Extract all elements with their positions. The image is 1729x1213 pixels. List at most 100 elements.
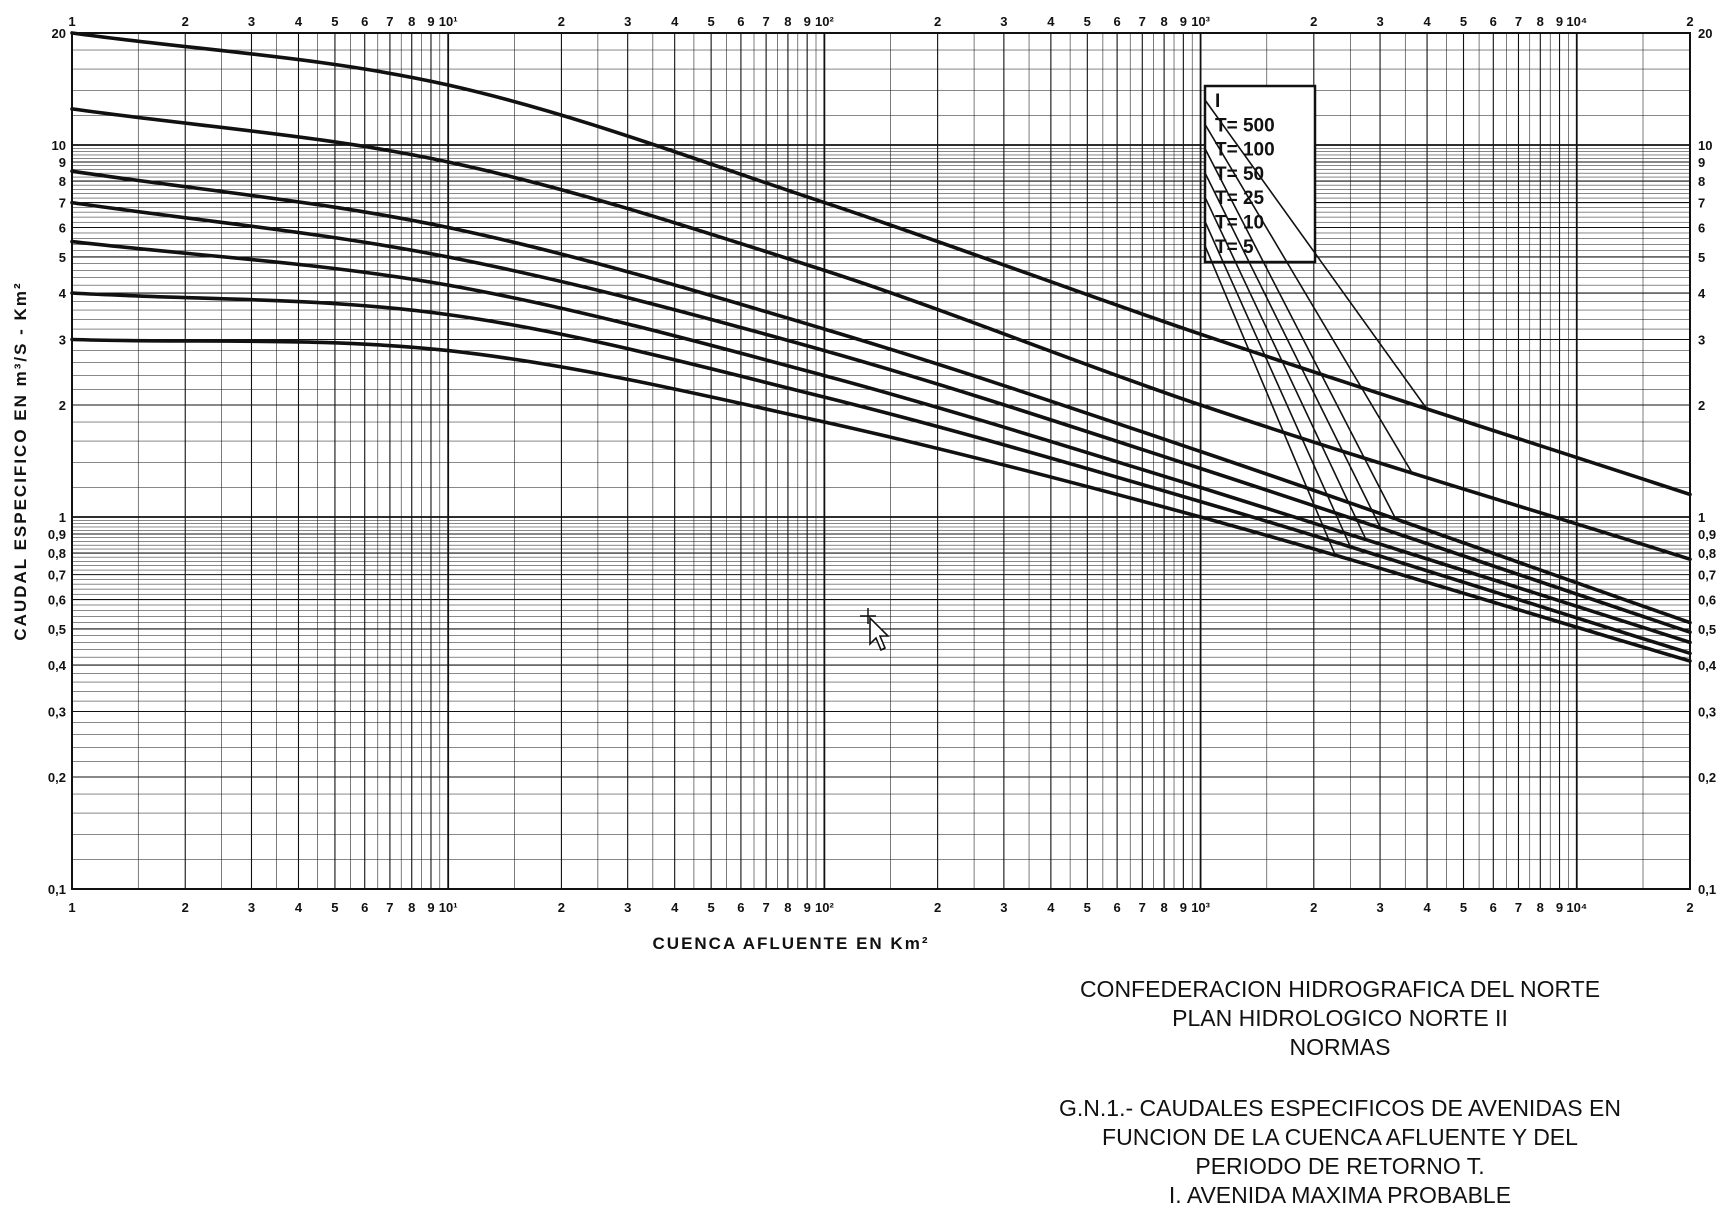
y-tick-label-right: 2 xyxy=(1698,398,1705,413)
y-tick-label-left: 0,1 xyxy=(48,882,66,897)
x-tick-label-top: 4 xyxy=(295,14,303,29)
caption-line-title-3: PERIODO DE RETORNO T. xyxy=(1195,1153,1485,1179)
legend-leader-lines xyxy=(1204,99,1427,558)
x-tick-label-top: 5 xyxy=(1084,14,1091,29)
caption-block-title: G.N.1.- CAUDALES ESPECIFICOS DE AVENIDAS… xyxy=(990,1094,1690,1210)
y-tick-label-left: 0,4 xyxy=(48,658,67,673)
legend-leader-line-1 xyxy=(1204,123,1412,472)
legend-leader-line-0 xyxy=(1204,99,1427,409)
series-line-0 xyxy=(70,31,1692,497)
x-tick-label-bottom: 6 xyxy=(1490,900,1497,915)
y-tick-label-right: 0,6 xyxy=(1698,593,1716,608)
major-grid xyxy=(71,32,1691,890)
x-tick-label-top: 4 xyxy=(1047,14,1055,29)
y-tick-labels-left: 20 10 9 8 7 6 5 4 3 2 1 0,9 0,8 0,7 0,6 0,5 0,4 0,3 0,2 0,1 xyxy=(48,26,67,897)
caption-line-title-2: FUNCION DE LA CUENCA AFLUENTE Y DEL xyxy=(1102,1124,1578,1150)
legend-entry-6: T= 5 xyxy=(1215,237,1254,258)
caption-line-org: CONFEDERACION HIDROGRAFICA DEL NORTE xyxy=(1079,976,1601,1002)
legend-entry-4: T= 25 xyxy=(1215,188,1265,209)
x-tick-label-bottom: 3 xyxy=(1376,900,1383,915)
x-tick-label-top: 8 xyxy=(1160,14,1167,29)
x-tick-label-bottom: 5 xyxy=(331,900,338,915)
x-tick-label-bottom: 7 xyxy=(386,900,393,915)
x-tick-label-top: 2 xyxy=(558,14,565,29)
x-tick-label-top: 1 xyxy=(68,14,75,29)
x-tick-label-bottom: 1 xyxy=(68,900,75,915)
y-tick-label-right: 8 xyxy=(1698,174,1705,189)
y-tick-label-right: 9 xyxy=(1698,155,1705,170)
legend-entry-5: T= 10 xyxy=(1215,213,1264,234)
x-tick-label-bottom: 10⁴ xyxy=(1566,900,1587,915)
x-tick-label-bottom: 4 xyxy=(1047,900,1055,915)
x-tick-label-top: 6 xyxy=(1113,14,1120,29)
y-tick-label-right: 7 xyxy=(1698,196,1705,211)
x-tick-label-bottom: 9 xyxy=(427,900,434,915)
x-tick-label-top: 7 xyxy=(386,14,393,29)
x-tick-label-top: 2 xyxy=(1310,14,1317,29)
series-line-4 xyxy=(70,239,1692,645)
y-tick-label-left: 0,7 xyxy=(48,568,66,583)
legend-entry-0: I xyxy=(1215,91,1220,112)
y-tick-label-left: 9 xyxy=(59,155,66,170)
x-tick-label-bottom: 3 xyxy=(624,900,631,915)
x-tick-label-top: 5 xyxy=(1460,14,1467,29)
x-tick-labels-bottom: 1 2 3 4 5 6 7 8 9 10¹ 2 3 4 5 6 7 8 9 10² 2 3 4 5 6 7 8 9 10³ 2 3 4 5 6 7… xyxy=(68,900,1693,915)
y-tick-label-right: 4 xyxy=(1698,286,1706,301)
caption-line-plan: PLAN HIDROLOGICO NORTE II xyxy=(1172,1005,1508,1031)
y-tick-label-right: 0,3 xyxy=(1698,705,1716,720)
mouse-pointer-icon xyxy=(860,608,890,652)
x-tick-label-bottom: 2 xyxy=(934,900,941,915)
y-tick-label-right: 0,5 xyxy=(1698,622,1716,637)
caption-line-title-4: I. AVENIDA MAXIMA PROBABLE xyxy=(1168,1182,1512,1208)
y-tick-label-right: 20 xyxy=(1698,26,1712,41)
x-tick-label-bottom: 2 xyxy=(182,900,189,915)
x-tick-label-top: 10¹ xyxy=(439,14,458,29)
legend-entries: I T= 500 T= 100 T= 50 T= 25 T= 10 T= 5 xyxy=(1215,91,1275,258)
legend-leader-line-4 xyxy=(1204,196,1367,541)
x-tick-label-top: 3 xyxy=(624,14,631,29)
x-tick-label-bottom: 4 xyxy=(295,900,303,915)
x-tick-label-bottom: 8 xyxy=(784,900,791,915)
x-tick-label-bottom: 7 xyxy=(1515,900,1522,915)
x-tick-label-top: 6 xyxy=(361,14,368,29)
y-tick-label-right: 3 xyxy=(1698,333,1705,348)
log-log-chart: 1 2 3 4 5 6 7 8 9 10¹ 2 3 4 5 6 7 8 9 10² 2 3 4 5 6 7 8 9 10³ 2 3 4 5 6 7… xyxy=(11,14,1717,953)
x-tick-label-bottom: 2 xyxy=(1310,900,1317,915)
legend-leader-line-2 xyxy=(1204,148,1397,521)
y-tick-label-left: 0,6 xyxy=(48,593,66,608)
x-tick-label-top: 3 xyxy=(1376,14,1383,29)
x-tick-label-bottom: 7 xyxy=(762,900,769,915)
caption-block: CONFEDERACION HIDROGRAFICA DEL NORTE PLA… xyxy=(990,975,1690,1062)
x-tick-label-bottom: 3 xyxy=(248,900,255,915)
x-tick-label-top: 3 xyxy=(248,14,255,29)
y-tick-label-left: 0,9 xyxy=(48,527,66,542)
y-tick-label-left: 8 xyxy=(59,174,66,189)
x-tick-label-bottom: 9 xyxy=(1556,900,1563,915)
x-tick-label-bottom: 10¹ xyxy=(439,900,458,915)
y-tick-label-right: 0,1 xyxy=(1698,882,1716,897)
x-tick-label-top: 8 xyxy=(784,14,791,29)
x-tick-label-bottom: 9 xyxy=(804,900,811,915)
x-tick-label-top: 4 xyxy=(671,14,679,29)
x-tick-label-bottom: 3 xyxy=(1000,900,1007,915)
y-tick-label-left: 0,2 xyxy=(48,770,66,785)
y-tick-label-left: 0,8 xyxy=(48,546,66,561)
series-line-6 xyxy=(70,337,1692,663)
x-tick-label-bottom: 6 xyxy=(1113,900,1120,915)
y-tick-label-left: 0,3 xyxy=(48,705,66,720)
y-tick-label-right: 10 xyxy=(1698,138,1712,153)
y-tick-label-right: 0,4 xyxy=(1698,658,1717,673)
y-tick-label-right: 1 xyxy=(1698,510,1705,525)
x-tick-label-top: 7 xyxy=(1139,14,1146,29)
x-tick-label-top: 9 xyxy=(804,14,811,29)
y-tick-label-right: 0,8 xyxy=(1698,546,1716,561)
x-tick-label-top: 9 xyxy=(1556,14,1563,29)
x-tick-label-top: 6 xyxy=(737,14,744,29)
x-tick-label-top: 10⁴ xyxy=(1566,14,1587,29)
x-tick-label-top: 2 xyxy=(934,14,941,29)
x-tick-label-top: 2 xyxy=(1686,14,1693,29)
plot-frame xyxy=(71,32,1691,890)
x-tick-label-bottom: 10³ xyxy=(1191,900,1210,915)
x-tick-label-bottom: 2 xyxy=(1686,900,1693,915)
y-tick-label-left: 4 xyxy=(59,286,67,301)
